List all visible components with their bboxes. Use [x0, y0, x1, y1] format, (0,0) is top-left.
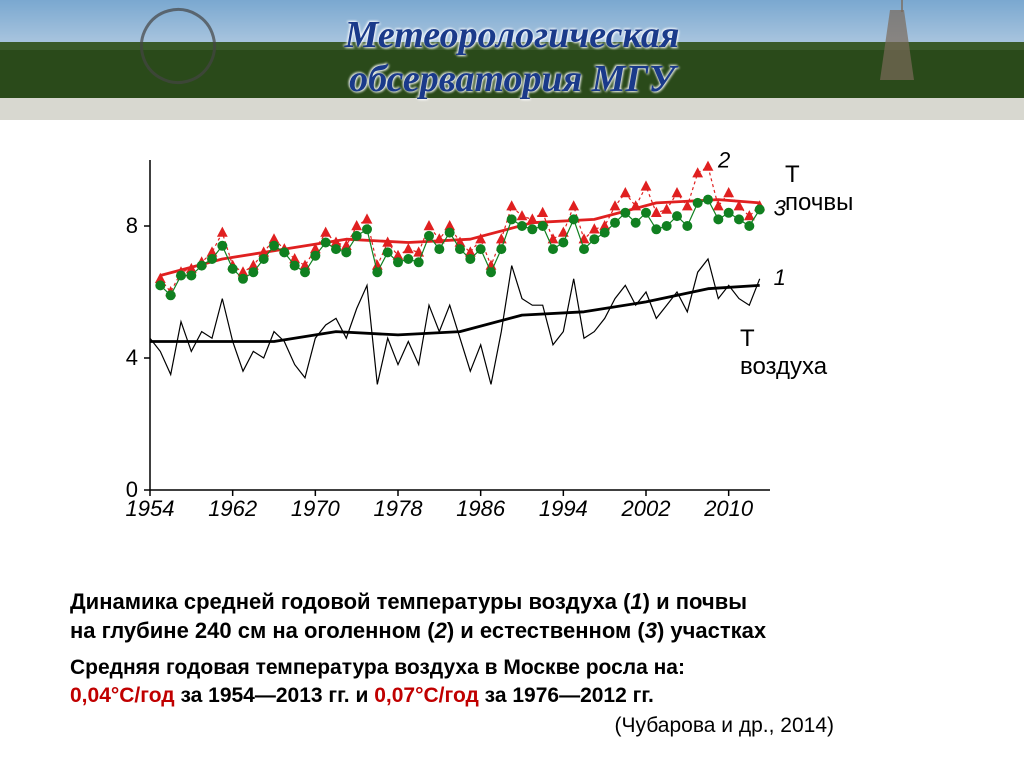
rate1: 0,04°С/год — [70, 684, 175, 707]
caption: Динамика средней годовой температуры воз… — [70, 588, 954, 645]
svg-text:1954: 1954 — [126, 496, 175, 521]
label-air: Т воздуха — [740, 325, 830, 381]
caption-text-2c: ) участках — [657, 618, 766, 643]
label-soil: Т почвы — [785, 161, 853, 217]
svg-text:1994: 1994 — [539, 496, 588, 521]
svg-text:4: 4 — [126, 345, 138, 370]
subcaption-line2: 0,04°С/год за 1954—2013 гг. и 0,07°С/год… — [70, 684, 954, 708]
banner-header: Метеорологическая обсерватория МГУ — [0, 0, 1024, 120]
caption-text-1b: ) и почвы — [643, 589, 747, 614]
subcaption-intro: Средняя годовая температура воздуха в Мо… — [70, 656, 685, 679]
banner-title: Метеорологическая обсерватория МГУ — [345, 14, 680, 101]
caption-num2: 2 — [435, 618, 447, 643]
period2: за 1976—2012 гг. — [479, 684, 654, 707]
caption-text-1a: Динамика средней годовой температуры воз… — [70, 589, 630, 614]
banner-title-line2: обсерватория МГУ — [345, 58, 680, 102]
ground — [0, 98, 1024, 120]
chart-svg: 04819541962197019781986199420022010123 — [110, 150, 830, 530]
svg-text:8: 8 — [126, 213, 138, 238]
msu-spire-icon — [901, 0, 903, 12]
banner-title-line1: Метеорологическая — [345, 14, 680, 58]
citation: (Чубарова и др., 2014) — [615, 714, 834, 738]
svg-text:1978: 1978 — [374, 496, 424, 521]
rate2: 0,07°С/год — [374, 684, 479, 707]
svg-text:1: 1 — [774, 265, 786, 290]
chart: 04819541962197019781986199420022010123 Т… — [110, 150, 830, 530]
caption-num3: 3 — [645, 618, 657, 643]
caption-text-2b: ) и естественном ( — [447, 618, 645, 643]
period1: за 1954—2013 гг. и — [175, 684, 375, 707]
svg-text:2002: 2002 — [621, 496, 671, 521]
svg-text:2010: 2010 — [703, 496, 754, 521]
msu-building-icon — [880, 10, 914, 80]
caption-num1: 1 — [630, 589, 642, 614]
svg-text:1970: 1970 — [291, 496, 341, 521]
subcaption-line1: Средняя годовая температура воздуха в Мо… — [70, 656, 954, 680]
caption-text-2a: на глубине 240 см на оголенном ( — [70, 618, 435, 643]
svg-text:1962: 1962 — [208, 496, 257, 521]
svg-text:2: 2 — [717, 150, 730, 172]
svg-text:1986: 1986 — [456, 496, 506, 521]
